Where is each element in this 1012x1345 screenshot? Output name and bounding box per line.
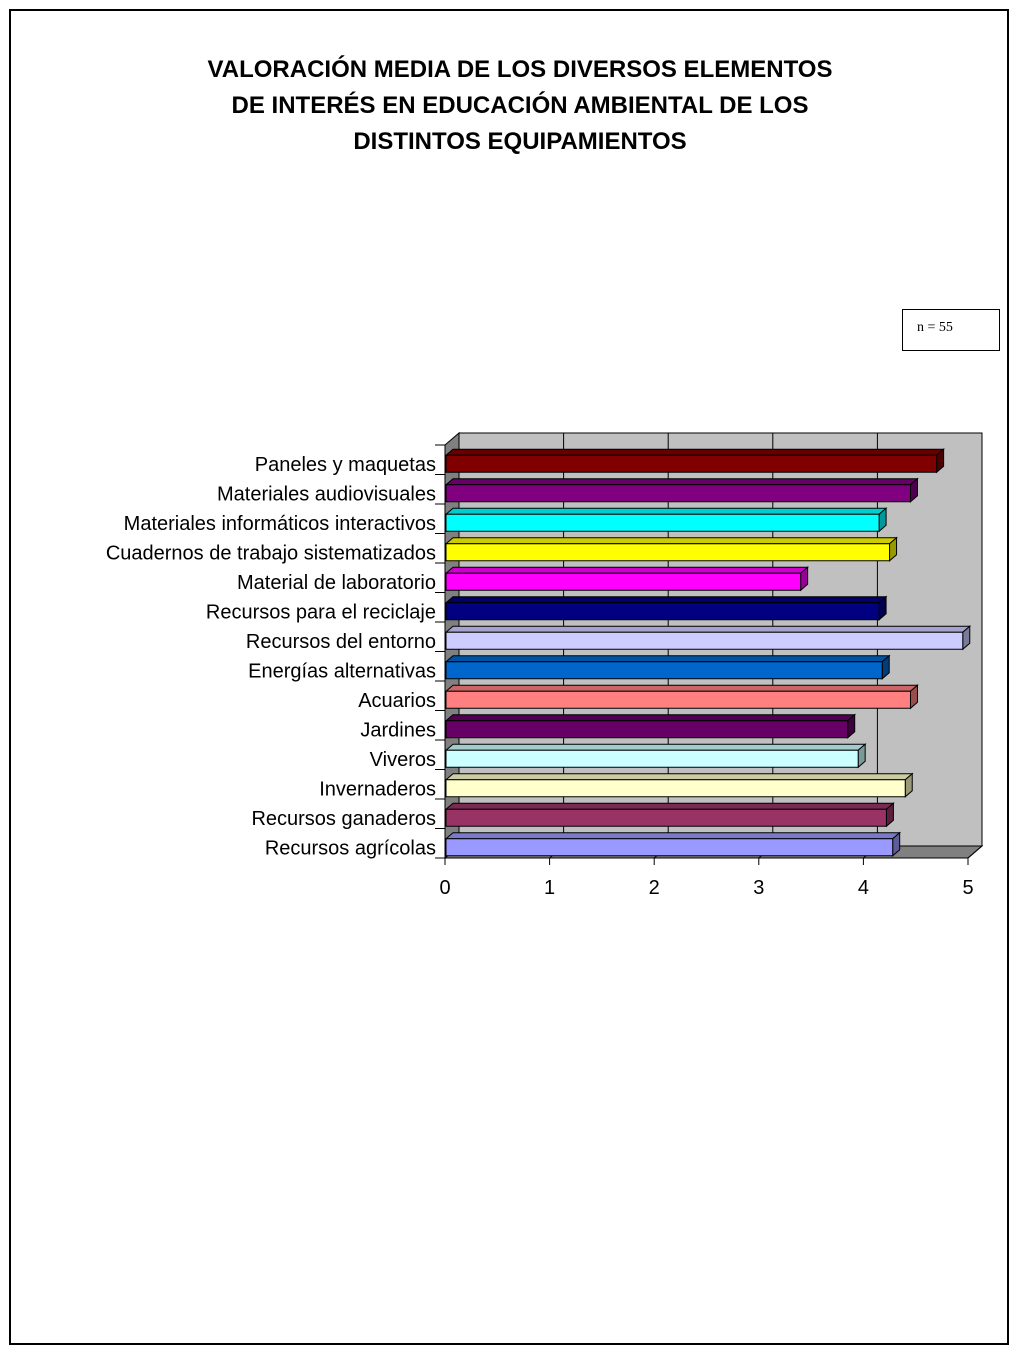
category-label: Recursos agrícolas xyxy=(265,837,436,859)
x-tick-label: 5 xyxy=(962,877,973,899)
category-label: Recursos del entorno xyxy=(246,631,436,653)
bar xyxy=(445,484,911,503)
bar xyxy=(445,631,964,650)
category-label: Materiales informáticos interactivos xyxy=(124,513,436,535)
bar-top-face xyxy=(444,507,888,515)
bar-top-face xyxy=(444,832,902,840)
x-tick-label: 3 xyxy=(753,877,764,899)
category-label: Energías alternativas xyxy=(248,660,436,682)
category-label: Viveros xyxy=(370,749,436,771)
bar-top-face xyxy=(444,743,867,751)
x-tick-label: 2 xyxy=(649,877,660,899)
category-label: Paneles y maquetas xyxy=(255,454,436,476)
bar xyxy=(445,720,849,739)
bar-top-face xyxy=(444,625,972,633)
category-label: Cuadernos de trabajo sistematizados xyxy=(106,542,436,564)
x-tick-label: 4 xyxy=(858,877,869,899)
category-label: Recursos ganaderos xyxy=(251,808,436,830)
bar-top-face xyxy=(444,655,891,663)
x-tick-label: 1 xyxy=(544,877,555,899)
bar xyxy=(445,749,859,768)
bar-top-face xyxy=(444,537,898,545)
x-tick-label: 0 xyxy=(439,877,450,899)
bar-top-face xyxy=(444,566,809,574)
category-label: Jardines xyxy=(360,719,436,741)
sample-size-annotation: n = 55 xyxy=(902,309,1000,351)
category-label: Invernaderos xyxy=(319,778,436,800)
bar-top-face xyxy=(444,448,945,456)
bar-top-face xyxy=(444,773,914,781)
bar-top-face xyxy=(444,478,919,486)
category-label: Acuarios xyxy=(358,690,436,712)
bar-top-face xyxy=(444,596,888,604)
bar-top-face xyxy=(444,802,895,810)
bar xyxy=(445,690,911,709)
bar xyxy=(445,808,887,827)
bar xyxy=(445,513,880,532)
chart-title: VALORACIÓN MEDIA DE LOS DIVERSOS ELEMENT… xyxy=(207,56,833,155)
bar xyxy=(445,661,883,680)
bar xyxy=(445,838,894,857)
floor-grid-line xyxy=(967,845,983,859)
bar xyxy=(445,602,880,621)
bar xyxy=(445,454,938,473)
category-label: Materiales audiovisuales xyxy=(217,483,436,505)
bar-top-face xyxy=(444,714,857,722)
bar xyxy=(445,572,802,591)
bar xyxy=(445,543,891,562)
bar xyxy=(445,779,906,798)
bar-top-face xyxy=(444,684,919,692)
category-label: Material de laboratorio xyxy=(237,572,436,594)
category-label: Recursos para el reciclaje xyxy=(206,601,436,623)
